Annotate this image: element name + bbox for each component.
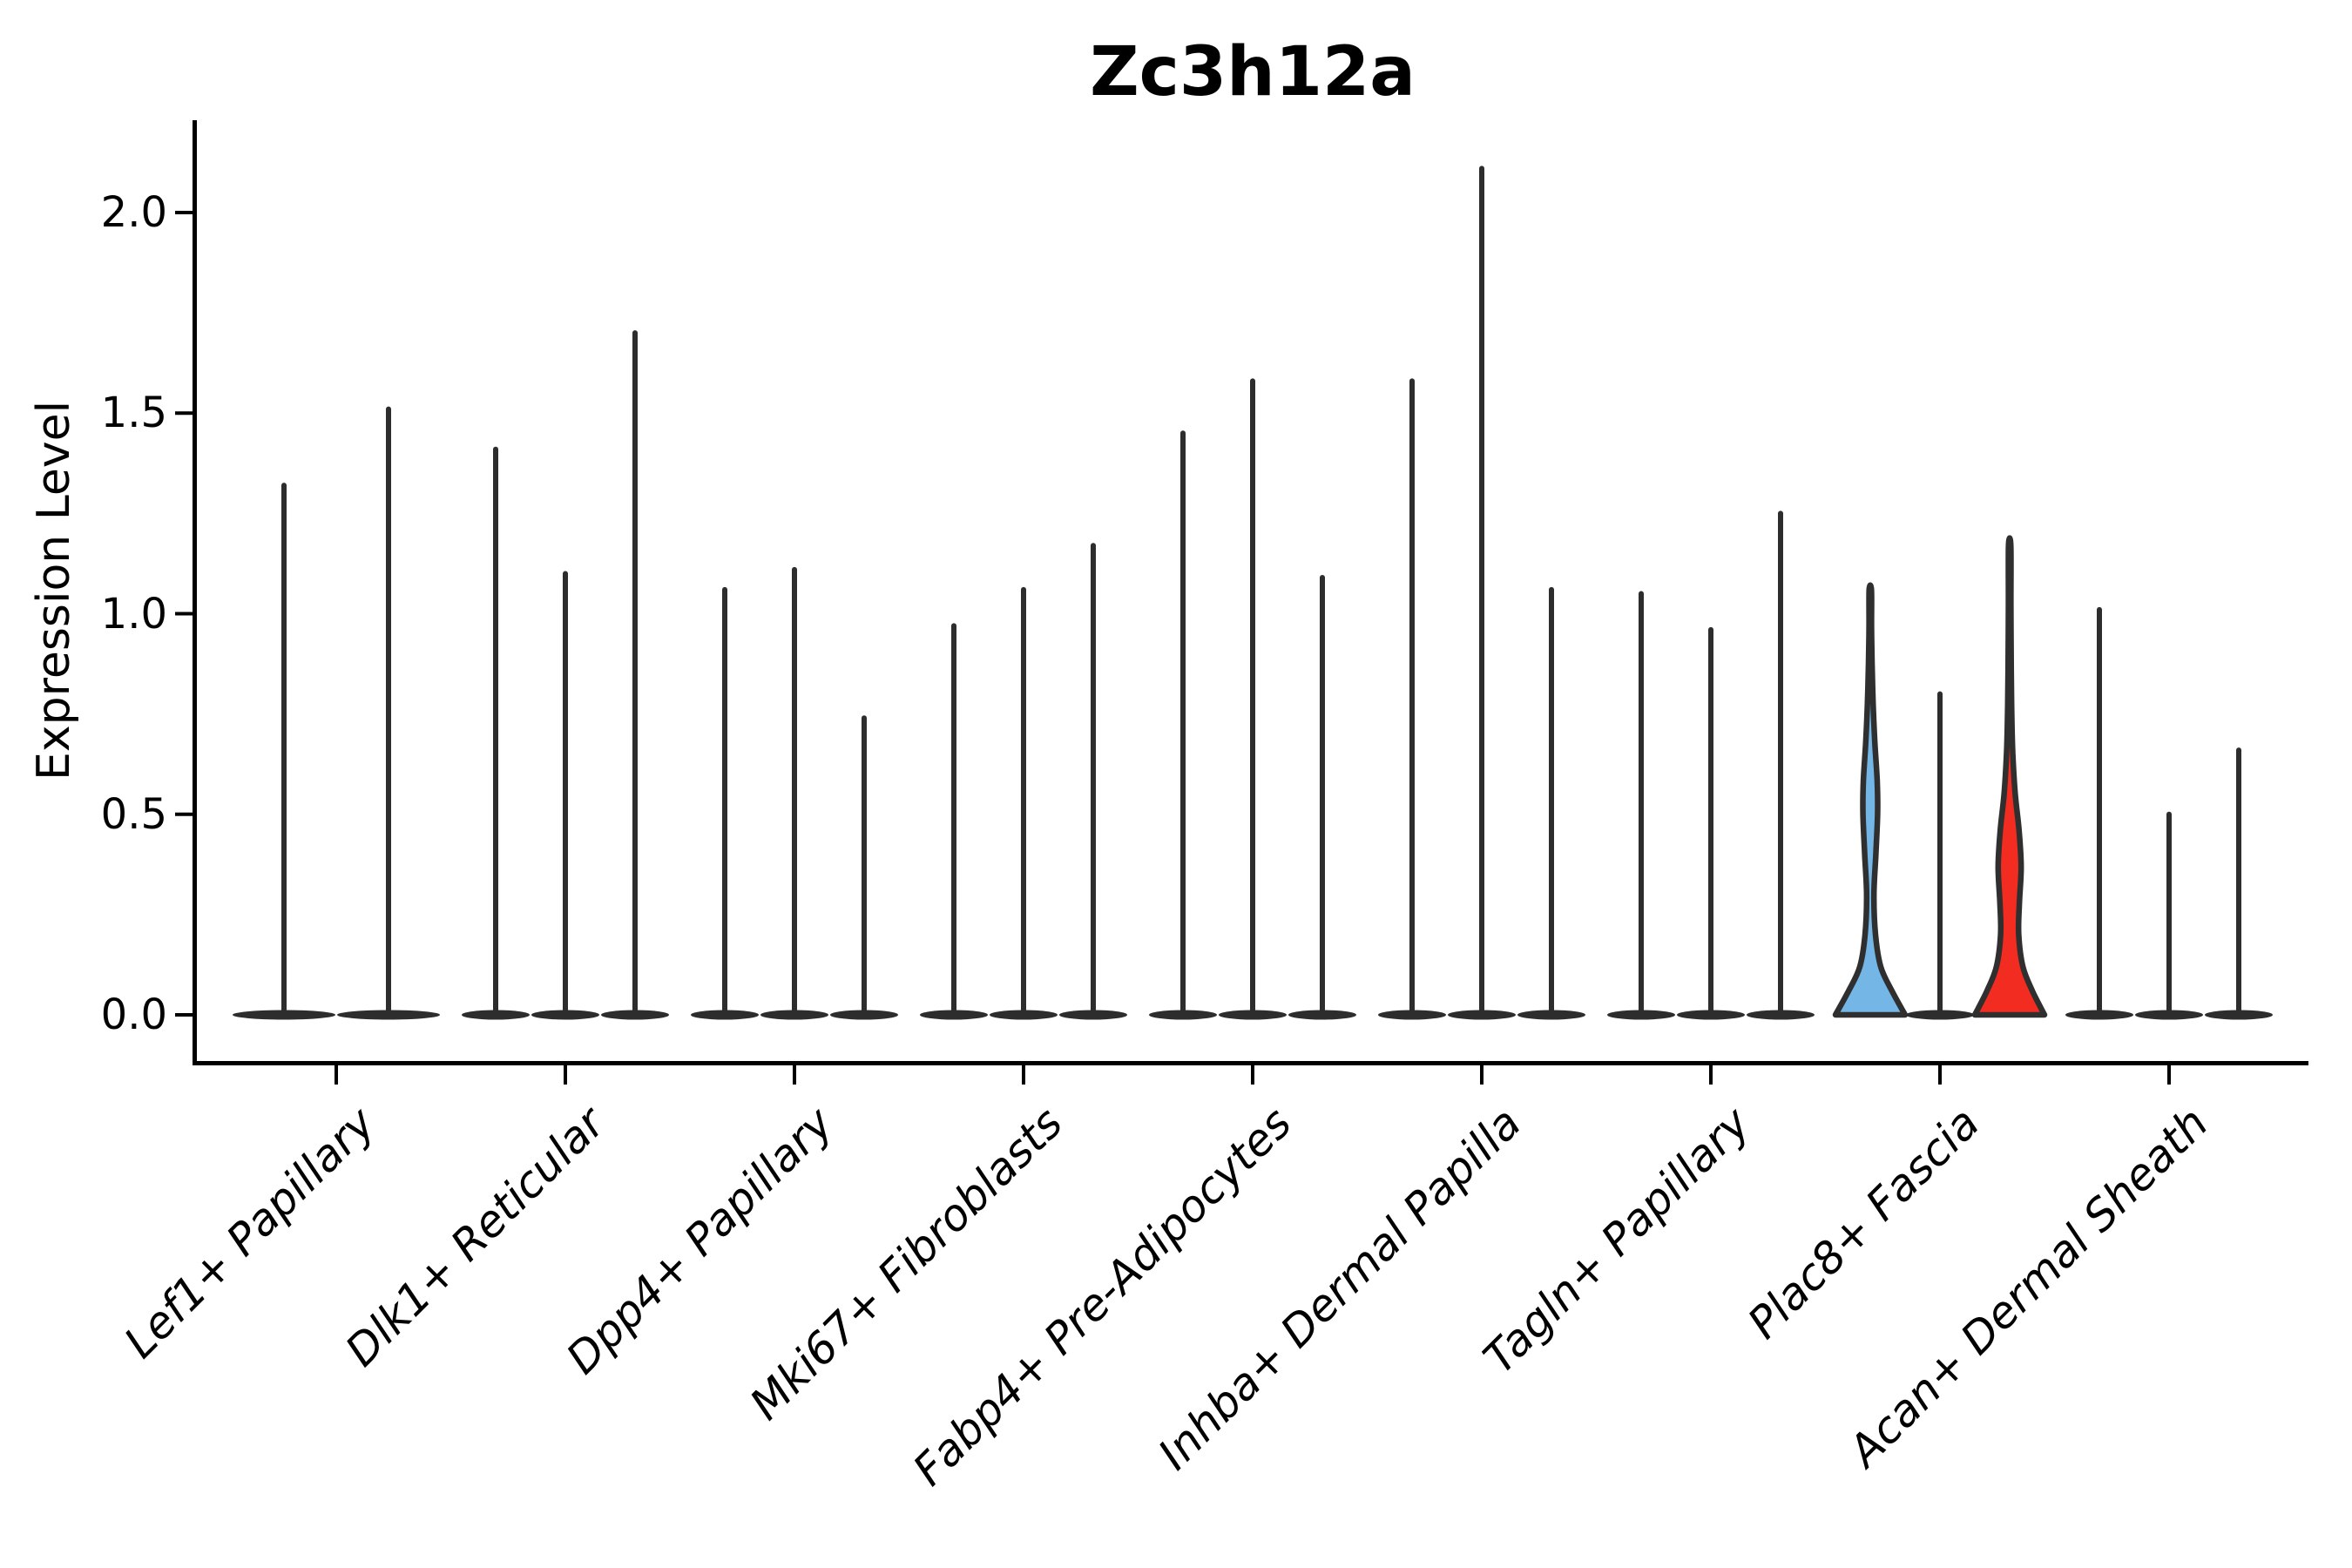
y-tick-mark [175,411,193,416]
y-tick-mark [175,1013,193,1017]
x-tick-mark [1251,1065,1254,1085]
x-tick-mark [793,1065,796,1085]
violin-highlighted [1971,535,2048,1018]
y-tick-mark [175,812,193,816]
chart-title: Zc3h12a [1090,33,1416,112]
x-tick-mark [1022,1065,1025,1085]
x-tick-mark [2167,1065,2171,1085]
x-tick-mark [564,1065,567,1085]
y-tick-label: 2.0 [100,188,167,237]
y-axis-spine [193,120,197,1065]
x-tick-mark [1709,1065,1713,1085]
y-tick-mark [175,211,193,214]
y-tick-label: 0.5 [100,789,167,839]
violin-highlighted [1832,582,1909,1018]
y-axis-label: Expression Level [28,400,80,781]
y-tick-label: 0.0 [100,990,167,1039]
x-axis-spine [193,1061,2308,1065]
x-tick-mark [335,1065,338,1085]
y-tick-label: 1.0 [100,589,167,639]
y-tick-mark [175,612,193,616]
y-tick-label: 1.5 [100,389,167,438]
x-tick-mark [1480,1065,1484,1085]
x-tick-mark [1938,1065,1942,1085]
